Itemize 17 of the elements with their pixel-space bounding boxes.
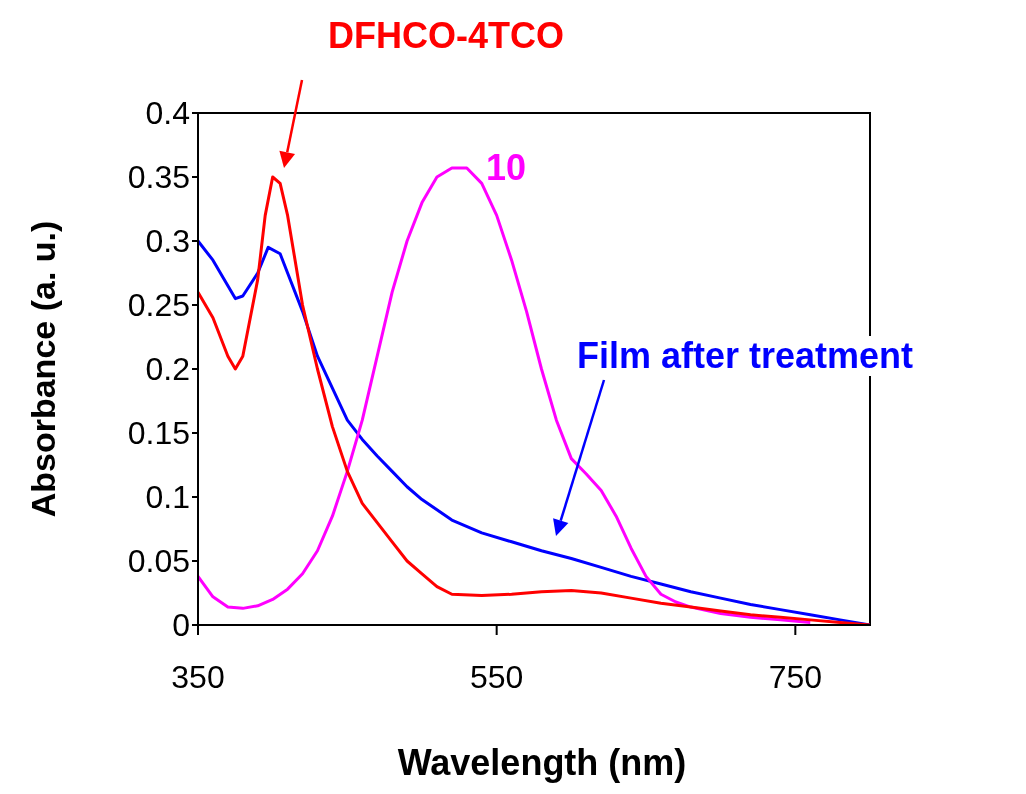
y-tick-label: 0.1: [145, 479, 190, 516]
x-tick-label: 350: [171, 658, 225, 695]
y-tick-label: 0.2: [145, 351, 190, 388]
series-label: 10: [486, 147, 527, 188]
y-tick-label: 0: [172, 607, 190, 644]
x-axis-title: Wavelength (nm): [397, 742, 687, 783]
y-tick-label: 0.35: [127, 159, 190, 196]
x-tick-label: 750: [768, 658, 823, 695]
y-tick-label: 0.25: [127, 287, 190, 324]
x-tick-label: 550: [469, 658, 524, 695]
text: Film after treatment: [577, 335, 914, 376]
text: DFHCO-4TCO: [328, 15, 564, 56]
y-tick-label: 0.3: [145, 223, 190, 260]
y-tick-label: 0.05: [127, 543, 190, 580]
y-axis-title: Absorbance (a. u.): [23, 220, 62, 518]
y-tick-label: 0.15: [127, 415, 190, 452]
y-tick-label: 0.4: [145, 95, 190, 132]
